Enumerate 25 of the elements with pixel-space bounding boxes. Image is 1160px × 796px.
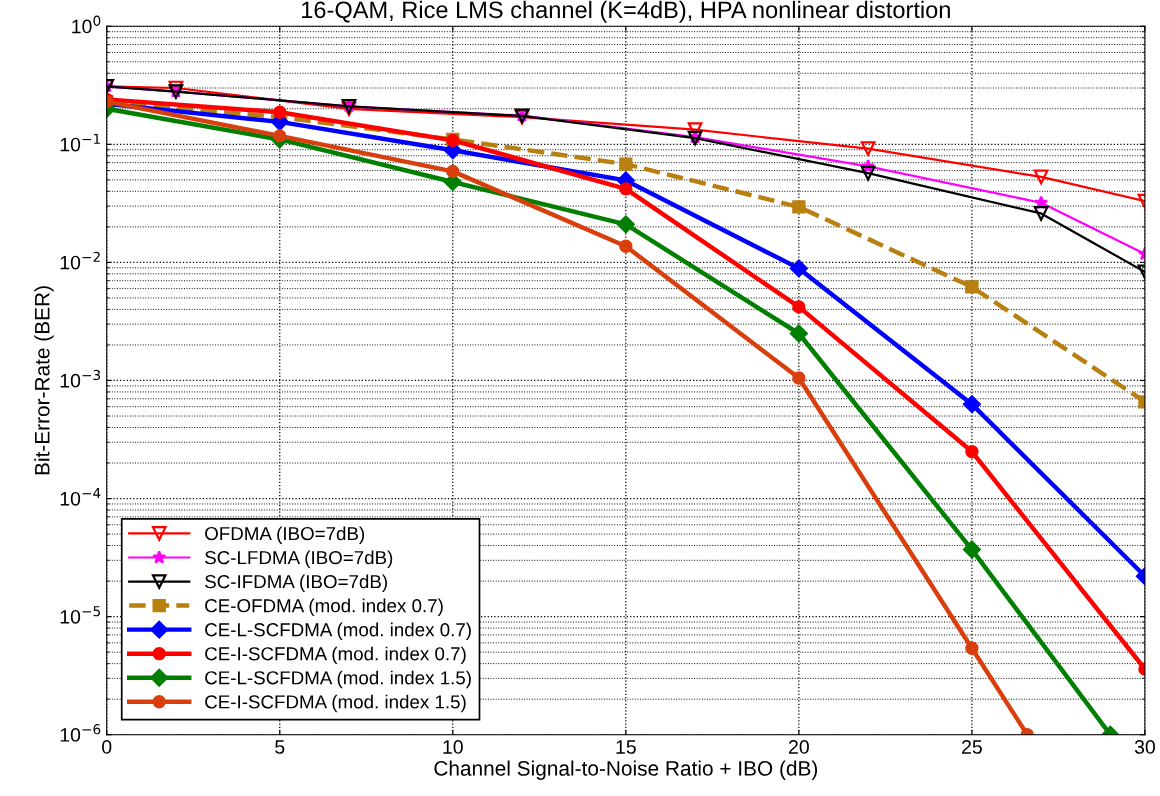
legend-label: CE-L-SCFDMA (mod. index 0.7) (205, 622, 471, 641)
legend-label: CE-I-SCFDMA (mod. index 1.5) (205, 694, 466, 713)
legend-label: OFDMA (IBO=7dB) (205, 526, 365, 544)
x-tick-label: 0 (102, 740, 112, 754)
x-tick-label: 5 (275, 740, 285, 754)
chart-title: 16-QAM, Rice LMS channel (K=4dB), HPA nonlinear distortion (302, 0, 950, 23)
y-tick-label: 10$^{−1}$ (60, 133, 100, 152)
legend-label: CE-L-SCFDMA (mod. index 1.5) (205, 670, 471, 689)
y-axis-title: Bit-Error-Rate (BER) (34, 286, 54, 475)
y-tick-label: 10$^{−6}$ (60, 724, 101, 742)
x-tick-label: 15 (616, 740, 636, 754)
x-tick-label: 10 (443, 740, 463, 754)
y-tick-label: 10$^{−3}$ (60, 369, 101, 388)
y-tick-label: 10$^{−5}$ (60, 606, 100, 624)
legend-label: CE-OFDMA (mod. index 0.7) (205, 598, 443, 617)
x-axis-title: Channel Signal-to-Noise Ratio + IBO (dB) (434, 760, 818, 780)
legend-label: SC-LFDMA (IBO=7dB) (205, 550, 393, 568)
legend-label: SC-IFDMA (IBO=7dB) (205, 574, 387, 592)
y-tick-label: 10$^{−2}$ (60, 251, 100, 270)
x-tick-label: 20 (789, 740, 809, 754)
x-tick-label: 30 (1134, 740, 1155, 754)
legend-label: CE-I-SCFDMA (mod. index 0.7) (205, 646, 466, 665)
x-tick-label: 25 (962, 740, 982, 754)
y-tick-label: 10$^{−4}$ (60, 488, 101, 506)
y-tick-label: 10$^{0}$ (72, 15, 101, 34)
